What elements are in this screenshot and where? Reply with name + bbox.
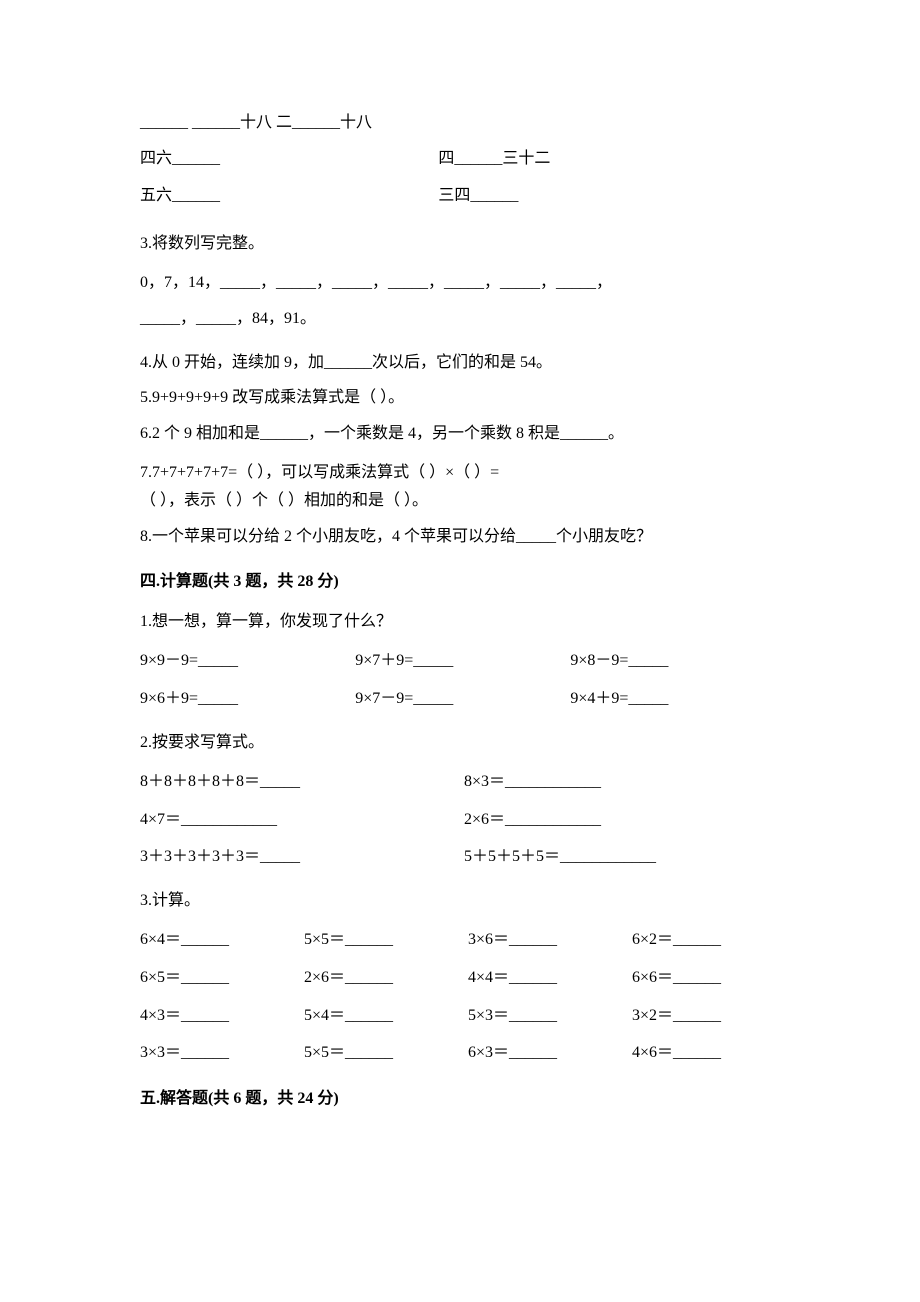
sec4-q1-title: 1.想一想，算一算，你发现了什么？ (140, 609, 780, 635)
cell: 5×5＝______ (304, 927, 464, 953)
section-4-title: 四.计算题(共 3 题，共 28 分) (140, 569, 780, 595)
q8: 8.一个苹果可以分给 2 个小朋友吃，4 个苹果可以分给_____个小朋友吃？ (140, 524, 780, 550)
cell: 6×4＝______ (140, 927, 300, 953)
cell: 8×3＝____________ (464, 769, 601, 795)
calc-row: 4×3＝______ 5×4＝______ 5×3＝______ 3×2＝___… (140, 1003, 780, 1029)
cell: 3×6＝______ (468, 927, 628, 953)
q7b: （ ），表示（ ）个（ ）相加的和是（ ）。 (140, 488, 780, 514)
calc-row: 3×3＝______ 5×5＝______ 6×3＝______ 4×6＝___… (140, 1040, 780, 1066)
cell: 4×4＝______ (468, 965, 628, 991)
cell: 6×2＝______ (632, 927, 721, 953)
fill-line-3: 五六______ 三四______ (140, 183, 780, 209)
calc-row: 8＋8＋8＋8＋8＝_____ 8×3＝____________ (140, 769, 780, 795)
q3-body2: _____，_____，84，91。 (140, 306, 780, 332)
q3-title: 3.将数列写完整。 (140, 231, 780, 257)
cell: 3×2＝______ (632, 1003, 721, 1029)
cell: 四______三十二 (438, 146, 550, 172)
calc-row: 4×7＝____________ 2×6＝____________ (140, 807, 780, 833)
cell: 9×7＋9=_____ (355, 648, 566, 674)
fill-line-1: ______ ______十八 二______十八 (140, 110, 780, 136)
q7a: 7.7+7+7+7+7=（ ），可以写成乘法算式（ ）×（ ）= (140, 460, 780, 486)
cell: 9×4＋9=_____ (570, 686, 668, 712)
cell: 9×7－9=_____ (355, 686, 566, 712)
q3-body1: 0，7，14，_____，_____，_____，_____，_____，___… (140, 270, 780, 296)
cell: 五六______ (140, 183, 434, 209)
sec4-q2-title: 2.按要求写算式。 (140, 730, 780, 756)
fill-line-2: 四六______ 四______三十二 (140, 146, 780, 172)
cell: 四六______ (140, 146, 434, 172)
cell: 8＋8＋8＋8＋8＝_____ (140, 769, 460, 795)
cell: 2×6＝______ (304, 965, 464, 991)
q4: 4.从 0 开始，连续加 9，加______次以后，它们的和是 54。 (140, 350, 780, 376)
cell: 5×4＝______ (304, 1003, 464, 1029)
calc-row: 6×4＝______ 5×5＝______ 3×6＝______ 6×2＝___… (140, 927, 780, 953)
cell: 3×3＝______ (140, 1040, 300, 1066)
section-5-title: 五.解答题(共 6 题，共 24 分) (140, 1086, 780, 1112)
cell: 4×6＝______ (632, 1040, 721, 1066)
cell: 5×5＝______ (304, 1040, 464, 1066)
calc-row: 3＋3＋3＋3＋3＝_____ 5＋5＋5＋5＝____________ (140, 844, 780, 870)
cell: 5×3＝______ (468, 1003, 628, 1029)
q6: 6.2 个 9 相加和是______，一个乘数是 4，另一个乘数 8 积是___… (140, 421, 780, 447)
q5: 5.9+9+9+9+9 改写成乘法算式是（ ）。 (140, 385, 780, 411)
cell: 9×9－9=_____ (140, 648, 351, 674)
cell: 9×6＋9=_____ (140, 686, 351, 712)
cell: 4×7＝____________ (140, 807, 460, 833)
cell: 6×3＝______ (468, 1040, 628, 1066)
calc-row: 6×5＝______ 2×6＝______ 4×4＝______ 6×6＝___… (140, 965, 780, 991)
cell: 4×3＝______ (140, 1003, 300, 1029)
calc-row: 9×9－9=_____ 9×7＋9=_____ 9×8－9=_____ (140, 648, 780, 674)
cell: 5＋5＋5＋5＝____________ (464, 844, 656, 870)
cell: 9×8－9=_____ (570, 648, 668, 674)
cell: 2×6＝____________ (464, 807, 601, 833)
cell: 6×6＝______ (632, 965, 721, 991)
cell: 三四______ (438, 183, 518, 209)
cell: 3＋3＋3＋3＋3＝_____ (140, 844, 460, 870)
calc-row: 9×6＋9=_____ 9×7－9=_____ 9×4＋9=_____ (140, 686, 780, 712)
sec4-q3-title: 3.计算。 (140, 888, 780, 914)
cell: 6×5＝______ (140, 965, 300, 991)
